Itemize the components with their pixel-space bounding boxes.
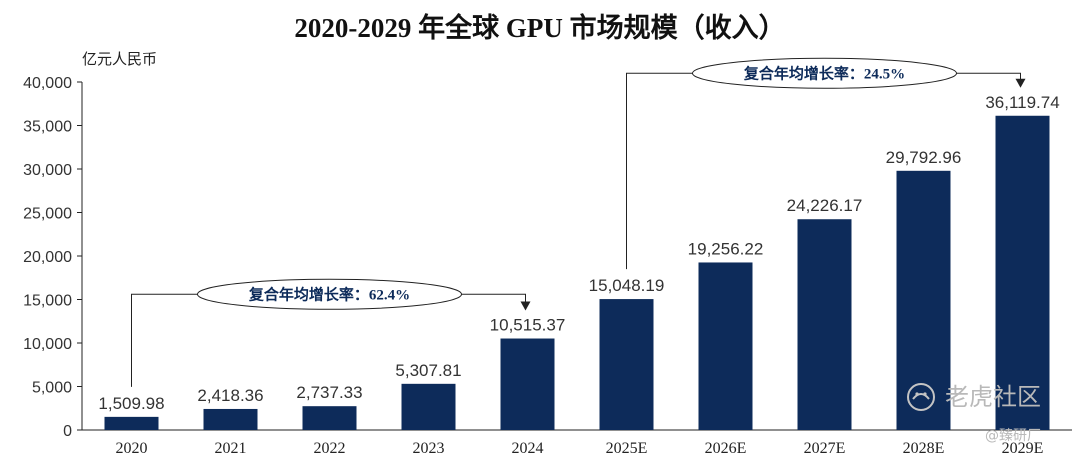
cagr-arrowhead [520,301,531,311]
data-label-2029E: 36,119.74 [985,93,1059,112]
bar-2021 [203,408,258,430]
chart-title: 2020-2029 年全球 GPU 市场规模（收入） [294,12,785,43]
bar-2025E [599,299,654,430]
data-label-2025E: 15,048.19 [589,276,665,295]
bars [104,115,1050,430]
y-axis-unit-label: 亿元人民币 [82,51,157,68]
x-tick-label-2029E: 2029E [1002,440,1044,457]
bar-2020 [104,416,159,430]
cagr-ellipse [692,57,957,89]
y-tick-label: 20,000 [23,249,72,266]
data-label-2022: 2,737.33 [296,383,362,402]
watermark: 老虎社区 @臻研厂 [907,383,1041,444]
bar-2027E [797,219,852,430]
cagr-ellipse [197,278,462,310]
x-tick-label-2024: 2024 [512,440,544,457]
bar-2029E [995,115,1050,430]
y-tick-label: 10,000 [23,336,72,353]
cagr-annotation-1: 复合年均增长率：62.4% [131,278,531,387]
bar-2024 [500,338,555,430]
data-label-2028E: 29,792.96 [886,148,962,167]
bar-2028E [896,170,951,430]
y-tick-label: 40,000 [23,75,72,92]
data-label-2027E: 24,226.17 [787,196,863,215]
data-label-2023: 5,307.81 [395,361,461,380]
x-tick-labels: 2020 2021 2022 2023 2024 2025E 2026E 2027E 2028E… [116,440,1044,457]
x-tick-label-2027E: 2027E [804,440,846,457]
data-label-2020: 1,509.98 [98,394,164,413]
y-tick-label: 5,000 [32,380,72,397]
data-label-2026E: 19,256.22 [688,239,764,258]
y-tick-label: 35,000 [23,119,72,136]
data-label-2021: 2,418.36 [197,386,263,405]
cagr-arrowhead [1015,78,1026,88]
cagr-text: 复合年均增长率：62.4% [248,285,410,303]
y-tick-label: 30,000 [23,162,72,179]
x-tick-label-2021: 2021 [215,440,247,457]
y-tick-label: 25,000 [23,206,72,223]
cagr-text: 复合年均增长率：24.5% [743,64,905,82]
data-labels: 1,509.98 2,418.36 2,737.33 5,307.81 10,515.3… [98,93,1059,413]
x-tick-label-2025E: 2025E [606,440,648,457]
bar-2023 [401,383,456,430]
cagr-annotations: 复合年均增长率：62.4% 复合年均增长率：24.5% [131,57,1026,387]
x-tick-label-2028E: 2028E [903,440,945,457]
y-tick-labels: 0 5,000 10,000 15,000 20,000 25,000 30,000 35,0… [23,75,72,440]
bar-2022 [302,406,357,430]
tiger-logo-icon [907,383,935,411]
x-tick-label-2022: 2022 [314,440,346,457]
y-tick-label: 15,000 [23,293,72,310]
x-tick-label-2023: 2023 [413,440,445,457]
data-label-2024: 10,515.37 [490,316,566,335]
x-tick-label-2020: 2020 [116,440,148,457]
y-tick-label: 0 [63,423,72,440]
watermark-main-text: 老虎社区 [945,383,1041,411]
cagr-annotation-2: 复合年均增长率：24.5% [626,57,1026,270]
bar-2026E [698,262,753,430]
watermark-sub-text: @臻研厂 [985,428,1041,444]
x-tick-label-2026E: 2026E [705,440,747,457]
